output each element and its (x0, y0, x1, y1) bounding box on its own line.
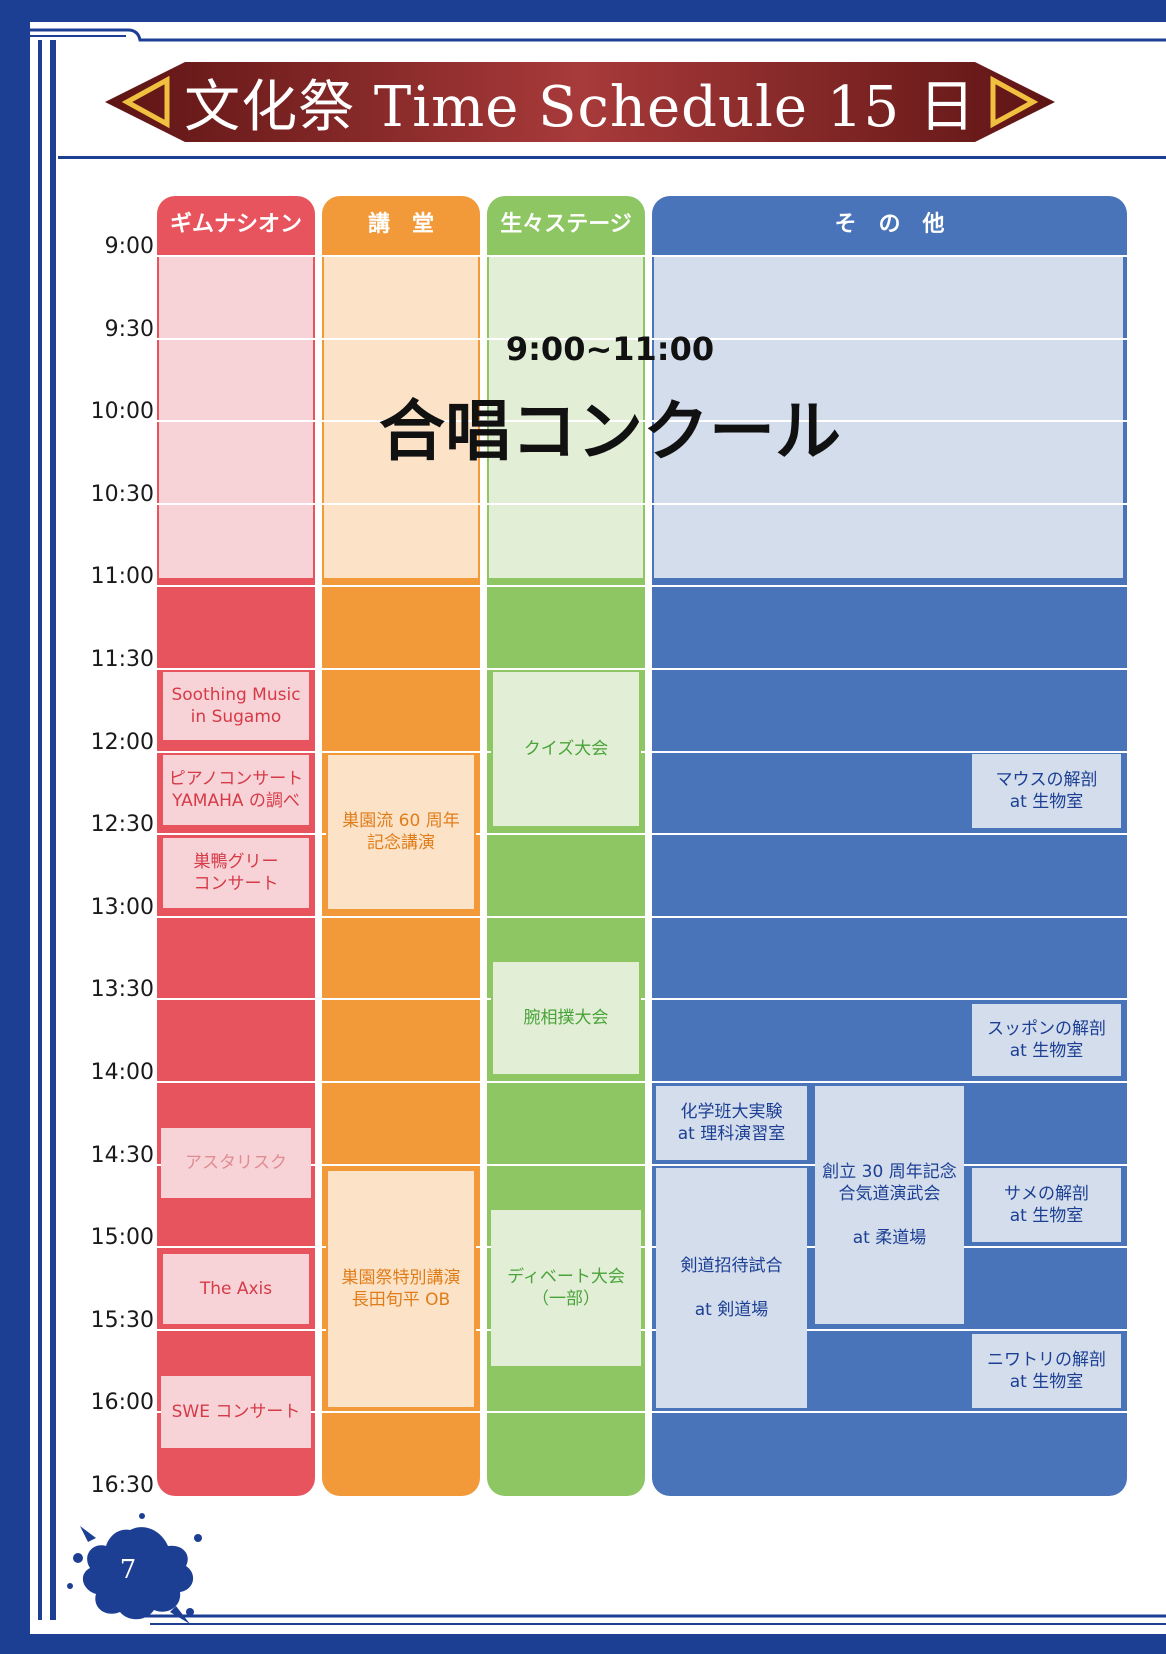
time-label: 9:00 (104, 234, 154, 259)
time-label: 13:00 (90, 894, 154, 920)
time-label: 11:30 (90, 647, 154, 672)
time-label: 12:00 (90, 729, 154, 755)
event-glee-concert: 巣鴨グリー コンサート (161, 836, 311, 910)
event-the-axis: The Axis (161, 1252, 311, 1326)
title-banner (105, 62, 1055, 142)
event-arm-wrestling: 腕相撲大会 (491, 960, 641, 1076)
grid-line (157, 585, 1127, 588)
time-label: 13:30 (90, 977, 154, 1003)
grid-line (157, 668, 1127, 670)
event-kendo-invitational: 剣道招待試合 at 剣道場 (656, 1168, 807, 1408)
time-label: 10:30 (90, 481, 154, 507)
grid-line (157, 998, 1127, 1001)
time-label: 12:30 (90, 812, 154, 838)
event-shark-dissection: サメの解剖 at 生物室 (972, 1168, 1121, 1242)
event-aikido-demonstration: 創立 30 周年記念 合気道演武会 at 柔道場 (815, 1086, 964, 1324)
event-special-lecture: 巣園祭特別講演 長田旬平 OB (326, 1169, 476, 1409)
grid-line (157, 750, 1127, 753)
column-header-hall: 講 堂 (367, 212, 434, 237)
time-label: 15:00 (90, 1225, 154, 1251)
time-label: 9:30 (104, 316, 154, 342)
ink-splash-icon (67, 1513, 202, 1624)
event-quiz: クイズ大会 (491, 670, 641, 828)
right-arrow-icon (990, 75, 1039, 129)
event-debate: ディベート大会 （一部） (491, 1210, 641, 1366)
top-frame-border (0, 0, 1166, 42)
grid-line (157, 915, 1127, 918)
chorus-overlay-other (654, 256, 1123, 578)
grid-line (157, 420, 1127, 423)
event-swe-concert: SWE コンサート (161, 1376, 311, 1448)
page-number: 7 (119, 1555, 137, 1585)
time-label: 16:30 (90, 1473, 154, 1498)
event-60th-anniversary-lecture: 巣園流 60 周年 記念講演 (326, 753, 476, 911)
event-turtle-dissection: スッポンの解剖 at 生物室 (972, 1004, 1121, 1076)
grid-line (157, 1081, 1127, 1083)
time-label: 14:00 (90, 1060, 154, 1085)
time-label: 15:30 (90, 1307, 154, 1333)
grid-line (157, 1163, 1127, 1166)
chorus-title: 合唱コンクール (379, 393, 841, 470)
event-asterisk: アスタリスク (161, 1128, 311, 1198)
event-piano-concert: ピアノコンサート YAMAHA の調べ (161, 753, 311, 827)
column-header-other: そ の 他 (834, 212, 945, 237)
time-label: 16:00 (90, 1390, 154, 1416)
title-rule (58, 156, 1166, 159)
grid-line (157, 337, 1127, 340)
chorus-overlay-stage (489, 256, 643, 578)
time-label: 11:00 (90, 564, 154, 590)
grid-line (157, 1246, 1127, 1249)
column-header-stage: 生々ステージ (500, 212, 632, 237)
grid-line (157, 1411, 1127, 1414)
time-label: 14:30 (90, 1142, 154, 1168)
chorus-overlay-gym (159, 256, 313, 578)
chorus-time: 9:00~11:00 (505, 330, 715, 368)
grid-line (157, 502, 1127, 505)
grid-line (157, 1328, 1127, 1331)
bottom-frame-border (0, 1614, 1166, 1654)
event-chemistry-experiment: 化学班大実験 at 理科演習室 (656, 1086, 807, 1160)
page-title: 文化祭 Time Schedule 15 日 (184, 74, 976, 140)
grid-line (157, 255, 1127, 257)
left-frame-border (0, 0, 56, 1654)
time-label: 10:00 (90, 399, 154, 425)
event-soothing-music: Soothing Music in Sugamo (161, 670, 311, 742)
grid-line (157, 833, 1127, 836)
event-mouse-dissection: マウスの解剖 at 生物室 (972, 754, 1121, 828)
column-header-gym: ギムナシオン (169, 212, 302, 237)
left-arrow-icon (121, 75, 170, 129)
event-chicken-dissection: ニワトリの解剖 at 生物室 (972, 1334, 1121, 1408)
chorus-overlay-hall (324, 256, 478, 578)
